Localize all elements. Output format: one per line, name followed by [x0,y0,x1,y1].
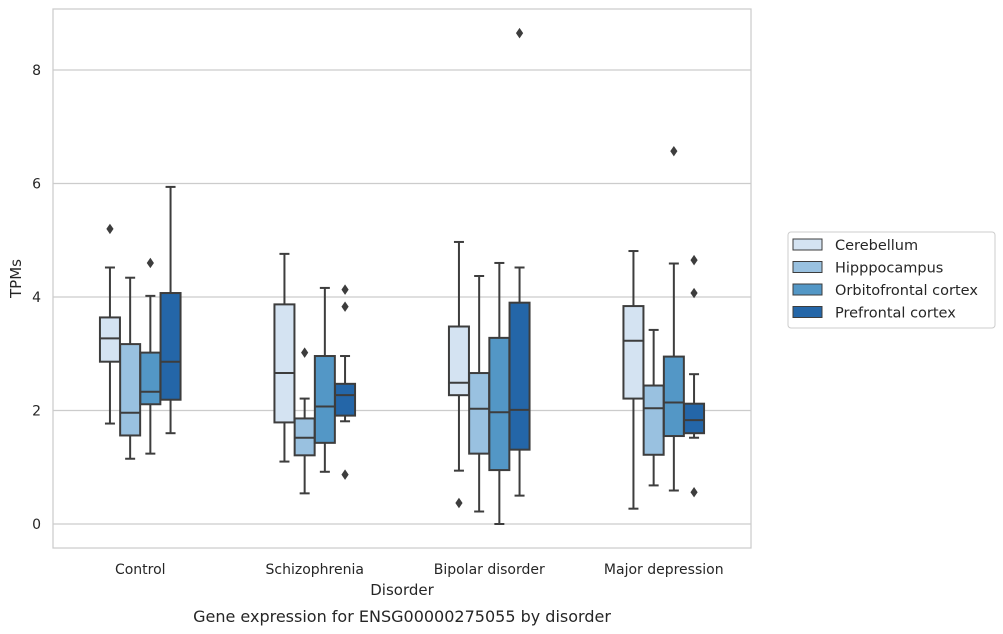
box [119,343,142,437]
x-tick-label: Control [115,562,166,578]
box-orbitofrontal-cortex [488,261,511,525]
box [508,301,531,451]
y-axis-label: TPMs [7,259,25,299]
legend-swatch [792,306,823,318]
box-orbitofrontal-cortex [313,286,336,473]
x-tick-label: Major depression [604,562,724,578]
outlier-point [146,257,154,269]
outlier-point [690,487,698,498]
outlier-point [670,145,678,157]
box-orbitofrontal-cortex [139,257,162,455]
box [313,355,336,444]
y-tick-label: 2 [32,404,41,420]
box [447,325,470,397]
box-orbitofrontal-cortex [662,145,685,492]
x-tick-labels: Control Schizophrenia Bipolar disorder Majo… [115,562,724,578]
box-prefrontal-cortex [334,284,357,480]
box [468,372,491,455]
box-hipppocampus [293,347,316,495]
box-hipppocampus [119,276,142,460]
y-gridlines [53,69,751,525]
box [273,303,296,424]
y-tick-labels: 0 2 4 6 8 [32,63,41,533]
outlier-point [455,497,463,509]
outlier-point [341,284,349,295]
legend-label: Hipppocampus [835,261,943,277]
legend-swatch [792,238,823,251]
box [98,316,121,363]
box [159,292,182,401]
box-cerebellum [447,240,470,509]
y-tick-label: 8 [32,63,41,79]
legend-label: Cerebellum [835,238,918,254]
outlier-point [301,347,309,358]
y-tick-label: 6 [32,177,41,193]
legend-frame [787,231,996,329]
box [622,305,645,400]
box-hipppocampus [468,275,491,513]
box [139,351,162,406]
chart-title: Gene expression for ENSG00000275055 by d… [193,607,611,626]
y-tick-label: 0 [32,517,41,533]
box-hipppocampus [642,328,665,487]
legend-swatch [792,283,823,296]
box-cerebellum [98,223,121,425]
legend: Cerebellum Hipppocampus Orbitofrontal cort… [787,231,996,329]
legend-label: Orbitofrontal cortex [835,283,978,299]
plot-frame [52,8,752,549]
box [683,402,706,435]
box-cerebellum [273,252,296,463]
outlier-point [690,287,698,299]
box-series [98,27,706,525]
box [334,382,357,417]
x-tick-label: Schizophrenia [266,562,364,578]
outlier-point [690,254,698,266]
box-prefrontal-cortex [508,27,531,497]
box-prefrontal-cortex [683,254,706,498]
box [642,384,665,456]
outlier-point [515,27,524,39]
box [488,336,511,472]
legend-label: Prefrontal cortex [835,306,956,322]
outlier-point [341,301,349,312]
box-prefrontal-cortex [159,185,182,435]
box-cerebellum [622,250,645,510]
outlier-point [106,223,114,235]
legend-swatch [792,261,823,273]
x-tick-label: Bipolar disorder [434,562,545,578]
y-tick-label: 4 [32,290,41,306]
x-axis-label: Disorder [370,581,434,599]
outlier-point [341,469,349,480]
box [662,355,685,438]
